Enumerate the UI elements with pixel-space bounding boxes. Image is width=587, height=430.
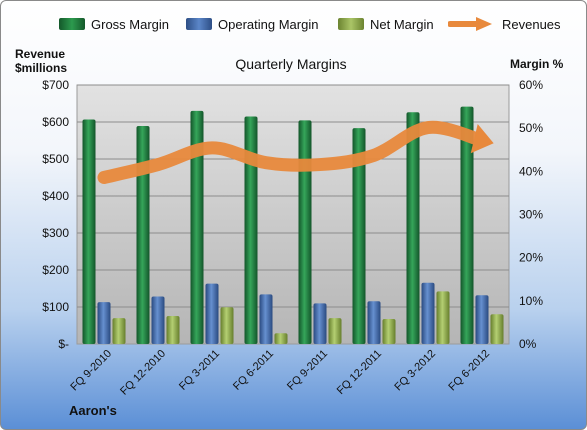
y-tick-left: $100	[42, 300, 69, 314]
y-tick-left: $700	[42, 78, 69, 92]
legend-item-gross-margin: Gross Margin	[59, 15, 169, 33]
y-tick-left: $600	[42, 115, 69, 129]
bar-net-margin	[220, 307, 234, 344]
bar-gross-margin	[190, 110, 204, 345]
bar-operating-margin	[97, 302, 111, 344]
x-tick-label: FQ 9-2011	[285, 348, 330, 393]
x-tick-label: FQ 12-2011	[335, 348, 384, 397]
x-tick-label: FQ 6-2012	[446, 348, 492, 394]
chart-title: Quarterly Margins	[235, 56, 347, 72]
bar-gross-margin	[82, 119, 96, 345]
x-tick-label: FQ 12-2010	[118, 348, 168, 398]
y-tick-right: 40%	[519, 164, 543, 178]
y-tick-left: $300	[42, 226, 69, 240]
y-axis-left-title-line2: $millions	[15, 61, 68, 75]
x-tick-label: FQ 6-2011	[231, 348, 276, 393]
y-tick-left: $200	[42, 263, 69, 277]
bar-net-margin	[490, 314, 504, 344]
y-axis-left-title: Revenue $millions	[15, 47, 67, 75]
y-axis-left-title-line1: Revenue	[15, 47, 66, 61]
legend-label-net-margin: Net Margin	[370, 16, 434, 32]
bar-operating-margin	[205, 283, 219, 344]
bar-gross-margin	[406, 112, 420, 344]
x-tick-label: FQ 3-2012	[392, 348, 438, 394]
bar-net-margin	[328, 318, 342, 344]
y-tick-right: 60%	[519, 78, 543, 92]
legend-swatch-gross-margin	[59, 18, 85, 30]
bar-operating-margin	[367, 301, 381, 344]
y-tick-right: 10%	[519, 294, 543, 308]
x-tick-label: FQ 3-2011	[177, 348, 222, 393]
bar-net-margin	[436, 291, 450, 344]
bar-gross-margin	[460, 106, 474, 344]
y-tick-right: 30%	[519, 208, 543, 222]
bar-operating-margin	[313, 303, 327, 344]
legend-label-gross-margin: Gross Margin	[91, 16, 170, 32]
y-axis-right-title: Margin %	[510, 57, 564, 71]
legend-label-operating-margin: Operating Margin	[218, 16, 319, 32]
y-tick-right: 50%	[519, 121, 543, 135]
y-tick-right: 0%	[519, 337, 537, 351]
legend-item-revenues: Revenues	[448, 15, 561, 33]
revenue-arrow-head	[470, 124, 494, 154]
y-tick-left: $500	[42, 152, 69, 166]
y-tick-left: $-	[58, 337, 69, 351]
y-tick-right: 20%	[519, 251, 543, 265]
bar-net-margin	[382, 318, 396, 344]
y-tick-left: $400	[42, 189, 69, 203]
x-tick-label: FQ 9-2010	[68, 348, 114, 394]
legend-item-operating-margin: Operating Margin	[186, 15, 318, 33]
bar-gross-margin	[352, 128, 366, 344]
legend-swatch-operating-margin	[186, 18, 212, 30]
bar-net-margin	[166, 315, 180, 344]
legend: Gross Margin Operating Margin Net Margin…	[1, 11, 586, 37]
bar-gross-margin	[244, 116, 258, 345]
bar-operating-margin	[259, 294, 273, 344]
bar-net-margin	[112, 318, 126, 344]
bar-operating-margin	[421, 282, 435, 344]
legend-arrow-icon	[448, 17, 492, 31]
bar-gross-margin	[136, 126, 150, 344]
bar-net-margin	[274, 333, 288, 344]
legend-label-revenues: Revenues	[502, 16, 561, 32]
bar-operating-margin	[475, 295, 489, 344]
company-name: Aaron's	[69, 403, 117, 418]
bar-operating-margin	[151, 296, 165, 344]
legend-item-net-margin: Net Margin	[338, 15, 434, 33]
revenue-line	[97, 120, 489, 184]
bar-gross-margin	[298, 120, 312, 344]
legend-swatch-net-margin	[338, 18, 364, 30]
